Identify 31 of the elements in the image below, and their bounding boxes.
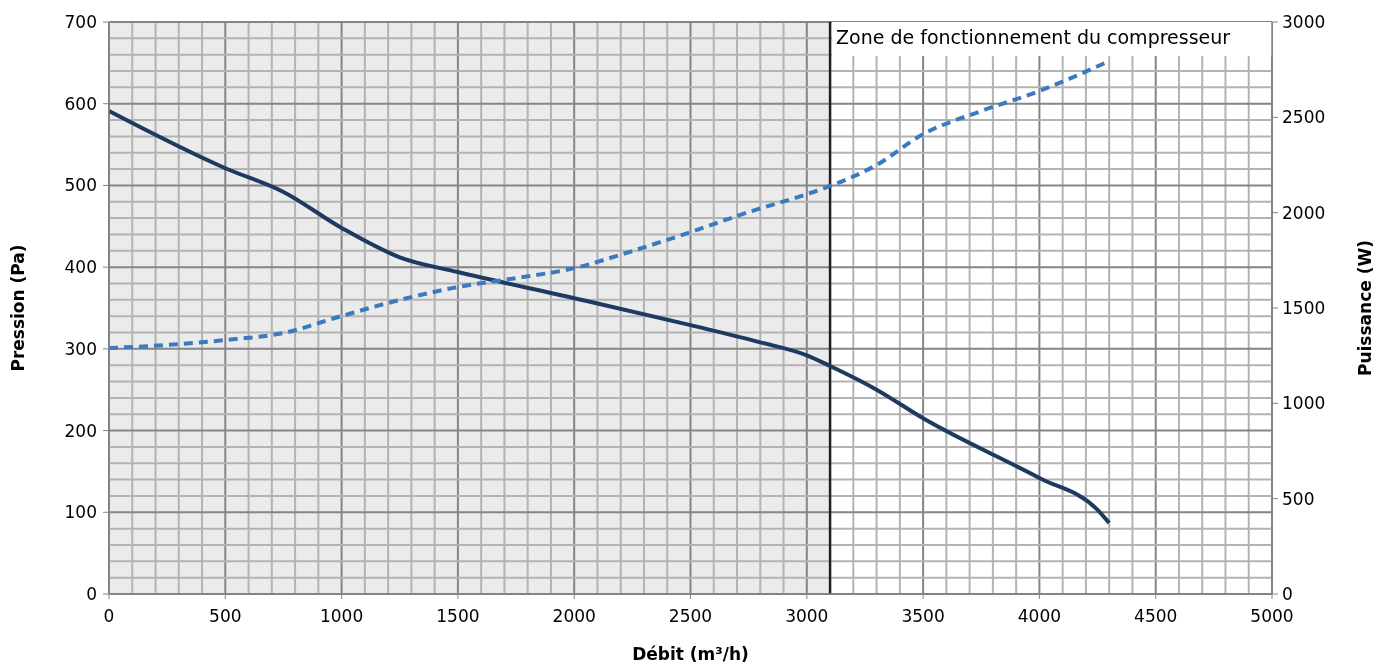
x-tick-label: 4500 (1134, 606, 1178, 626)
x-tick-label: 5000 (1250, 606, 1294, 626)
y2-tick-label: 2500 (1282, 107, 1326, 128)
y-tick-label: 400 (64, 257, 97, 278)
y2-tick-label: 1000 (1282, 393, 1326, 414)
y2-tick-label: 2000 (1282, 202, 1326, 223)
y2-tick-label: 1500 (1282, 297, 1326, 318)
y-tick-label: 500 (64, 175, 97, 196)
x-tick-label: 1500 (436, 606, 480, 626)
ref-line-label: Zone de fonctionnement du compresseur (836, 26, 1231, 48)
y-tick-label: 0 (86, 583, 97, 604)
y2-tick-label: 3000 (1282, 11, 1326, 32)
y2-tick-label: 500 (1282, 488, 1315, 509)
y2-tick-label: 0 (1282, 583, 1293, 604)
x-tick-label: 2000 (552, 606, 596, 626)
x-tick-label: 4000 (1017, 606, 1062, 626)
y-axis-title: Pression (Pa) (8, 244, 28, 372)
x-tick-label: 3000 (785, 606, 829, 626)
x-tick-label: 1000 (319, 606, 364, 626)
y-tick-label: 100 (64, 502, 97, 523)
x-tick-label: 3500 (901, 606, 945, 626)
y-tick-label: 700 (64, 11, 97, 32)
x-axis-title: Débit (m³/h) (632, 644, 749, 664)
x-tick-label: 0 (103, 606, 115, 626)
y2-axis-title: Puissance (W) (1355, 239, 1375, 377)
y-tick-label: 200 (64, 420, 97, 441)
y-tick-label: 300 (64, 338, 97, 359)
y-tick-label: 600 (64, 93, 97, 114)
line-series (107, 109, 1112, 525)
x-tick-label: 2500 (668, 606, 713, 626)
x-tick-label: 500 (209, 606, 242, 626)
